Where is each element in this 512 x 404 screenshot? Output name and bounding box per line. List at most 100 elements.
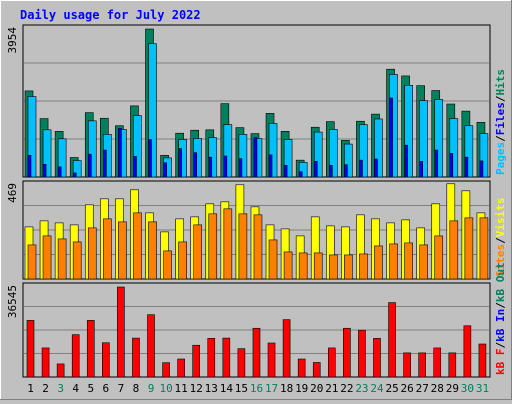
bar-files xyxy=(103,149,107,178)
bar-files xyxy=(193,152,198,178)
y-max-label: 36545 xyxy=(6,285,19,318)
y-max-label: 469 xyxy=(6,183,19,203)
bar-files xyxy=(72,172,77,178)
legend-item: Sites xyxy=(494,244,507,277)
bar-files xyxy=(359,159,363,178)
bar-sites xyxy=(57,238,67,280)
bar-kb-f xyxy=(117,286,125,378)
bar-sites xyxy=(328,254,338,280)
bar-pages xyxy=(419,100,428,178)
legend-separator: / xyxy=(494,95,507,102)
bar-files xyxy=(253,137,258,178)
legend: Pages/Files/Hits xyxy=(494,69,507,175)
bar-sites xyxy=(298,252,308,280)
bar-sites xyxy=(404,242,413,280)
legend-item: Visits xyxy=(494,198,507,238)
legend-item: Pages xyxy=(494,142,507,175)
x-tick-label: 13 xyxy=(205,382,218,395)
x-tick-label: 4 xyxy=(72,382,79,395)
bar-files xyxy=(479,160,484,178)
bar-pages xyxy=(42,129,52,178)
x-tick-label: 18 xyxy=(280,382,293,395)
bar-sites xyxy=(374,245,383,280)
bar-kb-f xyxy=(312,362,321,378)
bar-kb-f xyxy=(448,352,457,378)
bar-pages xyxy=(449,118,459,178)
bar-kb-f xyxy=(358,329,366,378)
bar-kb-f xyxy=(222,337,231,378)
bar-kb-f xyxy=(388,302,396,378)
bar-pages xyxy=(57,138,67,178)
legend-item: kB Out xyxy=(494,262,507,302)
bar-kb-f xyxy=(86,320,95,378)
bar-kb-f xyxy=(41,347,50,378)
bar-kb-f xyxy=(162,362,170,378)
x-tick-label: 22 xyxy=(340,382,353,395)
bar-pages xyxy=(359,124,368,178)
chart-panel-2: 469 Sites/Visits xyxy=(6,180,507,280)
bar-files xyxy=(268,154,273,178)
bar-kb-f xyxy=(282,319,291,378)
bar-sites xyxy=(344,254,353,280)
bar-kb-f xyxy=(237,348,246,378)
x-tick-label: 1 xyxy=(27,382,34,395)
x-tick-label: 19 xyxy=(295,382,308,395)
bar-sites xyxy=(283,251,293,280)
x-axis-labels: 1 2 3 4 5 6 7 8 9 10 11 12 13 14 15 16 17 18 19 20 21 22 23 24 2… xyxy=(27,382,489,395)
bar-kb-f xyxy=(207,338,216,378)
x-tick-label: 16 xyxy=(250,382,263,395)
x-tick-label: 28 xyxy=(431,382,444,395)
bar-files xyxy=(389,97,393,178)
bar-sites xyxy=(479,217,489,280)
chart-title: Daily usage for July 2022 xyxy=(20,8,201,22)
bar-kb-f xyxy=(71,334,80,378)
legend-item: Files xyxy=(494,102,507,135)
bar-sites xyxy=(419,244,428,280)
x-tick-label: 20 xyxy=(310,382,323,395)
bar-sites xyxy=(253,214,263,280)
x-tick-label: 17 xyxy=(265,382,278,395)
legend: Sites/Visits xyxy=(494,198,507,278)
bar-sites xyxy=(268,239,278,280)
y-max-label: 3954 xyxy=(6,27,19,54)
bar-sites xyxy=(193,224,203,280)
bar-files xyxy=(464,156,469,178)
x-tick-label: 11 xyxy=(175,382,188,395)
bar-kb-f xyxy=(433,347,442,378)
x-tick-label: 25 xyxy=(385,382,398,395)
bar-pages xyxy=(283,139,293,178)
x-tick-label: 26 xyxy=(401,382,414,395)
legend-separator: / xyxy=(494,302,507,309)
bar-files xyxy=(148,139,152,178)
bar-sites xyxy=(313,252,323,280)
legend-item: kB In xyxy=(494,309,507,342)
bar-files xyxy=(419,160,423,178)
x-tick-label: 10 xyxy=(159,382,172,395)
bar-pages xyxy=(434,99,444,178)
x-tick-label: 9 xyxy=(148,382,155,395)
x-tick-label: 30 xyxy=(461,382,474,395)
bar-sites xyxy=(223,208,233,280)
bar-pages xyxy=(298,162,308,178)
bar-files xyxy=(223,155,228,178)
bar-sites xyxy=(163,250,172,280)
legend-separator: / xyxy=(494,342,507,349)
x-tick-label: 24 xyxy=(370,382,384,395)
bar-kb-f xyxy=(478,343,487,378)
x-tick-label: 8 xyxy=(133,382,140,395)
x-tick-label: 15 xyxy=(235,382,248,395)
bar-pages xyxy=(344,143,353,178)
bar-pages xyxy=(328,129,338,178)
bar-kb-f xyxy=(252,327,261,378)
bar-sites xyxy=(208,213,218,280)
x-tick-label: 12 xyxy=(190,382,203,395)
bar-files xyxy=(404,144,408,178)
bar-kb-f xyxy=(403,352,411,378)
x-tick-label: 21 xyxy=(325,382,338,395)
bar-pages xyxy=(479,133,489,178)
bar-sites xyxy=(464,217,474,280)
bar-kb-f xyxy=(147,314,155,378)
bar-sites xyxy=(42,235,52,280)
